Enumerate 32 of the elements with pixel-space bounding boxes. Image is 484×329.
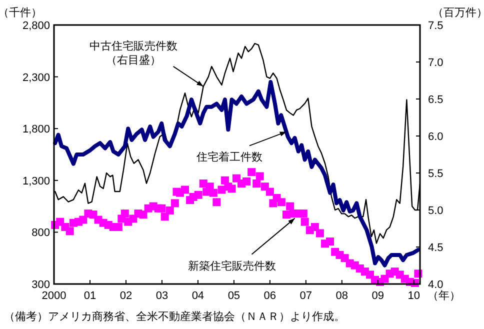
y-tick-label: 1,300 [22,175,50,188]
text: （備考）アメリカ商務省、全米不動産業者協会（ＮＡＲ）より作成。 [4,310,345,323]
y2-tick-label: 7.0 [428,57,444,69]
x-tick-label: 04 [192,290,204,302]
x-tick-label: 07 [300,290,312,302]
y2-tick-label: 4.5 [428,242,444,254]
annotation: 中古住宅販売件数（右目盛） [89,39,178,66]
y2-tick-label: 5.5 [428,168,444,180]
annotation: 新築住宅販売件数 [188,259,276,272]
y-tick-label: 2,300 [22,72,50,84]
y-tick-label: 1,800 [22,124,50,136]
x-tick-label: 2000 [42,290,66,302]
annotation: 住宅着工件数 [196,150,262,164]
y2-tick-label: 7.5 [428,20,444,32]
y2-tick-label: 5.0 [428,205,444,217]
x-axis-title: （年） [428,290,460,302]
y2-tick-label: 6.0 [428,131,444,143]
y-tick-label: 800 [32,227,50,240]
x-tick-label: 09 [372,290,384,302]
x-tick-label: 05 [228,290,240,302]
y2-tick-label: 6.5 [428,94,444,106]
y-tick-label: 2,800 [22,20,50,32]
y-axis-title: （千件） [0,6,42,19]
x-tick-label: 10 [408,290,420,302]
y-tick-label: 300 [32,279,50,291]
x-tick-label: 02 [120,290,132,302]
y2-tick-label: 4.0 [428,279,444,291]
x-tick-label: 03 [156,290,168,302]
x-tick-label: 06 [264,290,276,302]
x-tick-label: 01 [84,290,96,302]
y2-axis-title: （百万件） [432,7,484,19]
x-tick-label: 08 [336,290,348,302]
